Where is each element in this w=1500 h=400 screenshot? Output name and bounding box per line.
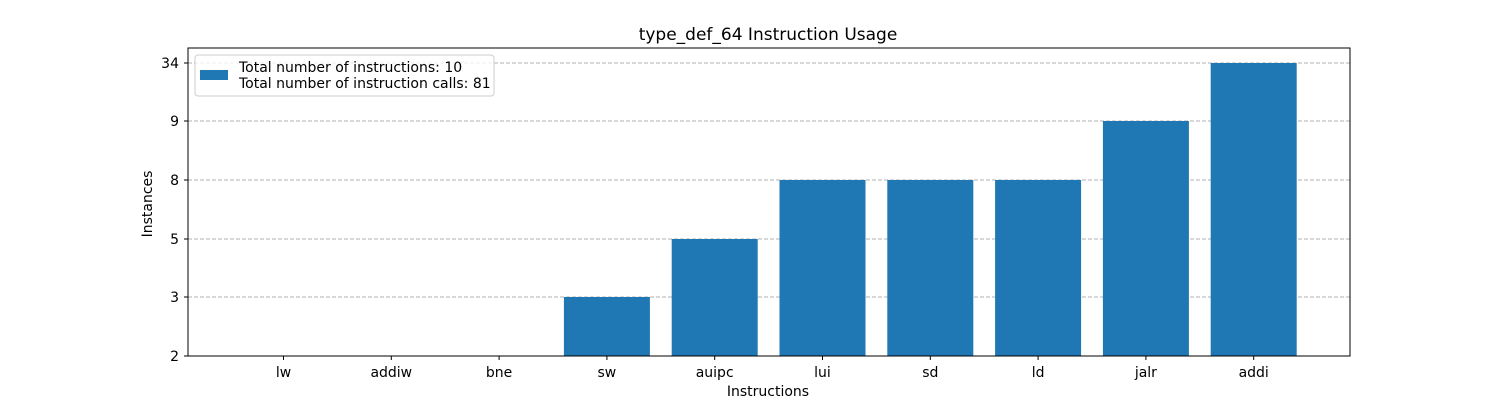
x-tick-label: bne (486, 365, 512, 381)
x-axis-ticks: lw addiw bne sw auipc lui sd ld jalr addi (276, 356, 1269, 381)
y-tick-label: 9 (170, 114, 179, 130)
x-tick-label: lui (814, 365, 831, 381)
y-tick-label: 5 (170, 232, 179, 248)
bar-sw (563, 297, 650, 356)
x-tick-label: lw (276, 365, 291, 381)
x-axis-label: Instructions (727, 384, 809, 400)
bar-ld (995, 180, 1082, 356)
bars (563, 63, 1297, 356)
legend-line-calls: Total number of instruction calls: 81 (238, 76, 491, 92)
bar-jalr (1102, 121, 1189, 356)
y-axis-label: Instances (140, 171, 156, 238)
bar-addi (1210, 63, 1297, 356)
y-tick-label: 3 (170, 290, 179, 306)
x-tick-label: addiw (370, 365, 412, 381)
legend-swatch (200, 70, 228, 80)
x-tick-label: auipc (696, 365, 734, 381)
y-axis-ticks: 2 3 5 8 9 34 (161, 56, 188, 365)
legend-box (194, 54, 495, 97)
chart-title: type_def_64 Instruction Usage (639, 25, 898, 45)
bar-sd (887, 180, 974, 356)
y-tick-label: 8 (170, 173, 179, 189)
plot-frame (187, 47, 1351, 357)
bar-auipc (671, 239, 758, 356)
y-tick-label: 2 (170, 349, 179, 365)
x-tick-label: sw (598, 365, 617, 381)
legend: Total number of instructions: 10 Total n… (194, 54, 495, 97)
y-tick-label: 34 (161, 56, 179, 72)
x-tick-label: sd (922, 365, 938, 381)
bar-lui (779, 180, 866, 356)
x-tick-label: addi (1239, 365, 1269, 381)
x-tick-label: ld (1032, 365, 1045, 381)
legend-line-instructions: Total number of instructions: 10 (238, 60, 462, 76)
x-tick-label: jalr (1134, 365, 1157, 381)
